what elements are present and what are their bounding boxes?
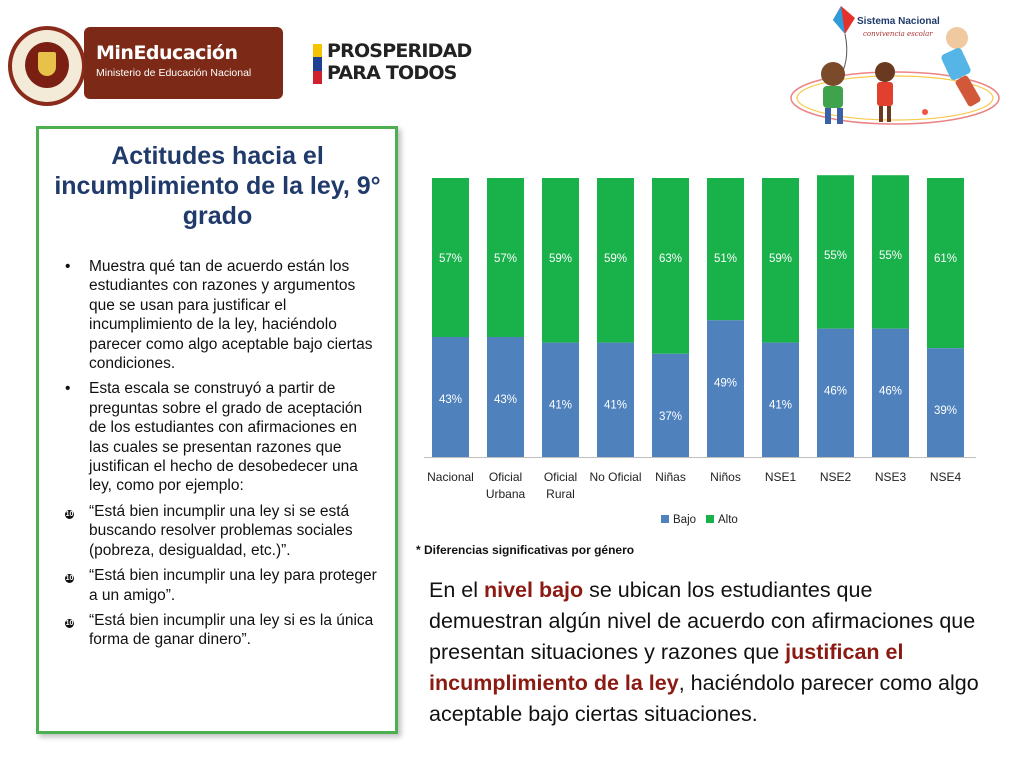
sistema-nacional-title: Sistema Nacional <box>857 16 940 27</box>
data-label-alto: 59% <box>769 253 792 265</box>
bar-bajo <box>872 328 909 457</box>
panel-title: Actitudes hacia el incumplimiento de la … <box>54 142 381 230</box>
data-label-bajo: 41% <box>604 400 627 412</box>
quote-text: “Está bien incumplir una ley para proteg… <box>89 567 377 604</box>
category-label: Niñas <box>655 470 686 484</box>
data-label-bajo: 46% <box>824 386 847 398</box>
bar-alto <box>762 178 799 343</box>
category-label: NSE4 <box>930 470 962 484</box>
bar-alto <box>542 178 579 343</box>
colombia-flag-icon <box>313 44 322 84</box>
bar-alto <box>652 178 689 354</box>
legend-swatch-bajo <box>661 515 669 523</box>
data-label-alto: 57% <box>494 253 517 265</box>
bar-alto <box>707 178 744 321</box>
quote-item: 10 “Está bien incumplir una ley si es la… <box>59 611 379 650</box>
data-label-alto: 59% <box>549 253 572 265</box>
category-label: NSE1 <box>765 470 797 484</box>
numbered-bullet-icon: 10 <box>65 574 74 584</box>
prosperidad-line-2: PARA TODOS <box>327 62 457 84</box>
category-label: Oficial <box>489 470 522 484</box>
category-label: Urbana <box>486 487 526 501</box>
bar-alto <box>872 175 909 329</box>
data-label-alto: 59% <box>604 253 627 265</box>
data-label-bajo: 46% <box>879 386 902 398</box>
bar-bajo <box>652 353 689 457</box>
shield-icon <box>38 52 56 76</box>
mineducacion-subtitle: Ministerio de Educación Nacional <box>96 67 252 79</box>
bar-alto <box>927 178 964 349</box>
bullet-item: • Esta escala se construyó a partir de p… <box>59 379 379 495</box>
legend-swatch-alto <box>706 515 714 523</box>
bar-bajo <box>927 348 964 457</box>
data-label-bajo: 41% <box>549 400 572 412</box>
data-label-bajo: 39% <box>934 405 957 417</box>
info-panel: Actitudes hacia el incumplimiento de la … <box>36 126 398 734</box>
bullet-list: • Muestra qué tan de acuerdo están los e… <box>59 257 379 656</box>
bar-bajo <box>707 320 744 457</box>
legend-label-bajo: Bajo <box>673 514 696 526</box>
data-label-alto: 61% <box>934 253 957 265</box>
bar-alto <box>432 178 469 338</box>
numbered-bullet-icon: 10 <box>65 509 74 519</box>
data-label-bajo: 43% <box>494 394 517 406</box>
bullet-icon: • <box>65 380 71 398</box>
bar-bajo <box>542 342 579 457</box>
prosperidad-logo: PROSPERIDAD PARA TODOS <box>313 40 493 86</box>
category-label: Rural <box>546 487 575 501</box>
bar-bajo <box>432 337 469 457</box>
quote-item: 10 “Está bien incumplir una ley si se es… <box>59 502 379 560</box>
bullet-text: Muestra qué tan de acuerdo están los est… <box>89 258 373 373</box>
footnote: * Diferencias significativas por género <box>416 543 635 557</box>
numbered-bullet-icon: 10 <box>65 618 74 628</box>
category-label: Niños <box>710 470 741 484</box>
quote-item: 10 “Está bien incumplir una ley para pro… <box>59 566 379 605</box>
category-label: NSE3 <box>875 470 907 484</box>
bar-alto <box>597 178 634 343</box>
prosperidad-line-1: PROSPERIDAD <box>327 40 472 62</box>
mineducacion-name: MinEducación <box>96 42 238 64</box>
data-label-alto: 51% <box>714 253 737 265</box>
quote-text: “Está bien incumplir una ley si se está … <box>89 502 353 559</box>
bullet-item: • Muestra qué tan de acuerdo están los e… <box>59 257 379 373</box>
stacked-bar-chart: 57% 43% Nacional 57% 43% Oficial Urbana 59% 41% O… <box>424 175 976 526</box>
category-label: Oficial <box>544 470 577 484</box>
quote-text: “Está bien incumplir una ley si es la ún… <box>89 611 374 649</box>
mineducacion-logo: MinEducación Ministerio de Educación Nac… <box>84 27 283 99</box>
category-label: Nacional <box>427 470 474 484</box>
bullet-text: Esta escala se construyó a partir de pre… <box>89 380 363 495</box>
data-label-alto: 57% <box>439 253 462 265</box>
data-label-alto: 55% <box>879 250 902 262</box>
description-paragraph: En el nivel bajo se ubican los estudiant… <box>429 575 989 730</box>
data-label-alto: 63% <box>659 253 682 265</box>
colombia-seal-logo <box>8 26 86 106</box>
bar-bajo <box>487 337 524 457</box>
category-label: NSE2 <box>820 470 852 484</box>
data-label-bajo: 43% <box>439 394 462 406</box>
bar-bajo <box>762 342 799 457</box>
bullet-icon: • <box>65 258 71 275</box>
bar-bajo <box>817 328 854 457</box>
category-label: No Oficial <box>589 470 641 484</box>
data-label-bajo: 37% <box>659 411 682 423</box>
highlight-justifican: justifican el incumplimiento de la ley <box>429 640 904 695</box>
sistema-nacional-logo: Sistema Nacional convivencia escolar <box>790 6 1000 125</box>
description-text: En el <box>429 578 484 602</box>
highlight-nivel-bajo: nivel bajo <box>483 578 584 602</box>
description-text: , haciéndolo parecer como algo aceptable… <box>429 671 979 726</box>
description-text: se ubican los estudiantes que demuestran… <box>429 578 976 664</box>
sistema-nacional-sub: convivencia escolar <box>863 30 933 38</box>
data-label-bajo: 41% <box>769 400 792 412</box>
legend-label-alto: Alto <box>718 514 738 526</box>
data-label-bajo: 49% <box>714 377 737 389</box>
bar-alto <box>487 178 524 338</box>
bar-alto <box>817 175 854 329</box>
bar-bajo <box>597 342 634 457</box>
data-label-alto: 55% <box>824 250 847 262</box>
prosperidad-text: PROSPERIDAD PARA TODOS <box>327 40 472 84</box>
